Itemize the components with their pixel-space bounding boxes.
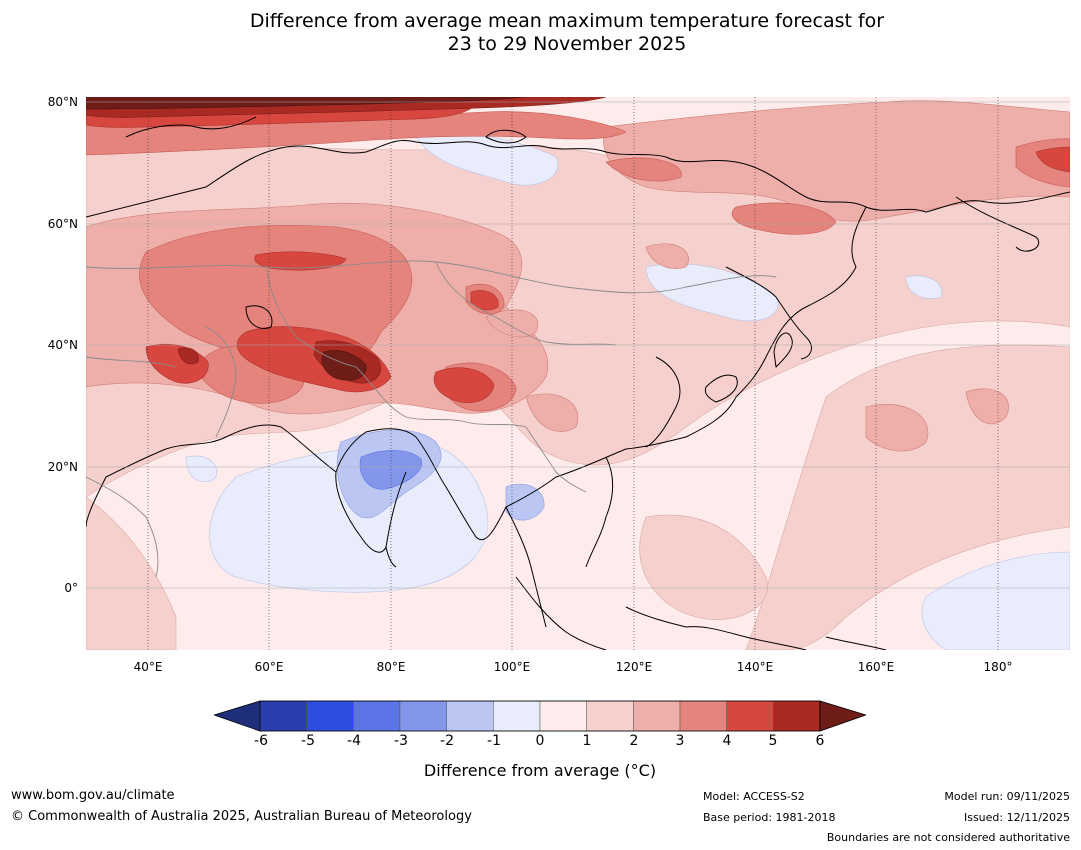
colorbar <box>214 700 866 732</box>
colorbar-bin <box>539 700 587 732</box>
lon-label-80e: 80°E <box>376 660 406 674</box>
cb-tick: 1 <box>582 733 592 749</box>
colorbar-bin <box>353 700 401 732</box>
copyright-text: © Commonwealth of Australia 2025, Austra… <box>11 809 472 824</box>
website-link[interactable]: www.bom.gov.au/climate <box>11 788 175 803</box>
colorbar-bin <box>586 700 634 732</box>
lat-label-60n: 60°N <box>47 217 78 231</box>
coastlines <box>86 116 1070 650</box>
cb-tick: 4 <box>722 733 732 749</box>
lon-label-60e: 60°E <box>254 660 284 674</box>
graticule <box>86 97 1070 650</box>
title-line-2: 23 to 29 November 2025 <box>447 33 687 55</box>
cb-tick: -4 <box>347 733 361 749</box>
colorbar-extend-low <box>214 700 261 732</box>
lon-label-40e: 40°E <box>133 660 163 674</box>
cb-tick: -5 <box>301 733 315 749</box>
cb-tick: -3 <box>394 733 408 749</box>
colorbar-bin <box>633 700 681 732</box>
title-line-1: Difference from average mean maximum tem… <box>249 10 885 32</box>
cb-tick: 3 <box>675 733 685 749</box>
colorbar-bin <box>306 700 354 732</box>
base-period-text: Base period: 1981-2018 <box>703 811 836 824</box>
disclaimer-text: Boundaries are not considered authoritat… <box>826 831 1070 844</box>
lon-label-120e: 120°E <box>615 660 653 674</box>
lat-label-0: 0° <box>64 581 78 595</box>
country-borders <box>86 260 777 578</box>
lat-label-40n: 40°N <box>47 338 78 352</box>
colorbar-bin <box>446 700 494 732</box>
issued-text: Issued: 12/11/2025 <box>963 811 1070 824</box>
model-text: Model: ACCESS-S2 <box>703 790 805 803</box>
model-run-text: Model run: 09/11/2025 <box>944 790 1070 803</box>
colorbar-label: Difference from average (°C) <box>423 761 657 780</box>
cb-tick: 5 <box>768 733 778 749</box>
cb-tick: 6 <box>815 733 825 749</box>
map-title: Difference from average mean maximum tem… <box>0 10 1081 56</box>
lon-label-140e: 140°E <box>736 660 774 674</box>
lat-label-20n: 20°N <box>47 460 78 474</box>
cb-tick: -6 <box>254 733 268 749</box>
colorbar-extend-high <box>819 700 866 732</box>
colorbar-bin <box>493 700 541 732</box>
lon-label-180: 180° <box>983 660 1013 674</box>
cb-tick: 0 <box>535 733 545 749</box>
lat-label-80n: 80°N <box>47 95 78 109</box>
lon-label-100e: 100°E <box>493 660 531 674</box>
colorbar-bin <box>259 700 307 732</box>
lon-label-160e: 160°E <box>857 660 895 674</box>
cb-tick: -2 <box>440 733 454 749</box>
colorbar-bin <box>679 700 727 732</box>
temperature-anomaly-map <box>86 97 1070 650</box>
cb-tick: 2 <box>629 733 639 749</box>
colorbar-bin <box>726 700 774 732</box>
anomaly-band-over-6 <box>86 97 527 381</box>
colorbar-bin <box>773 700 821 732</box>
colorbar-bin <box>399 700 447 732</box>
colorbar-outline <box>259 700 821 732</box>
cb-tick: -1 <box>487 733 501 749</box>
